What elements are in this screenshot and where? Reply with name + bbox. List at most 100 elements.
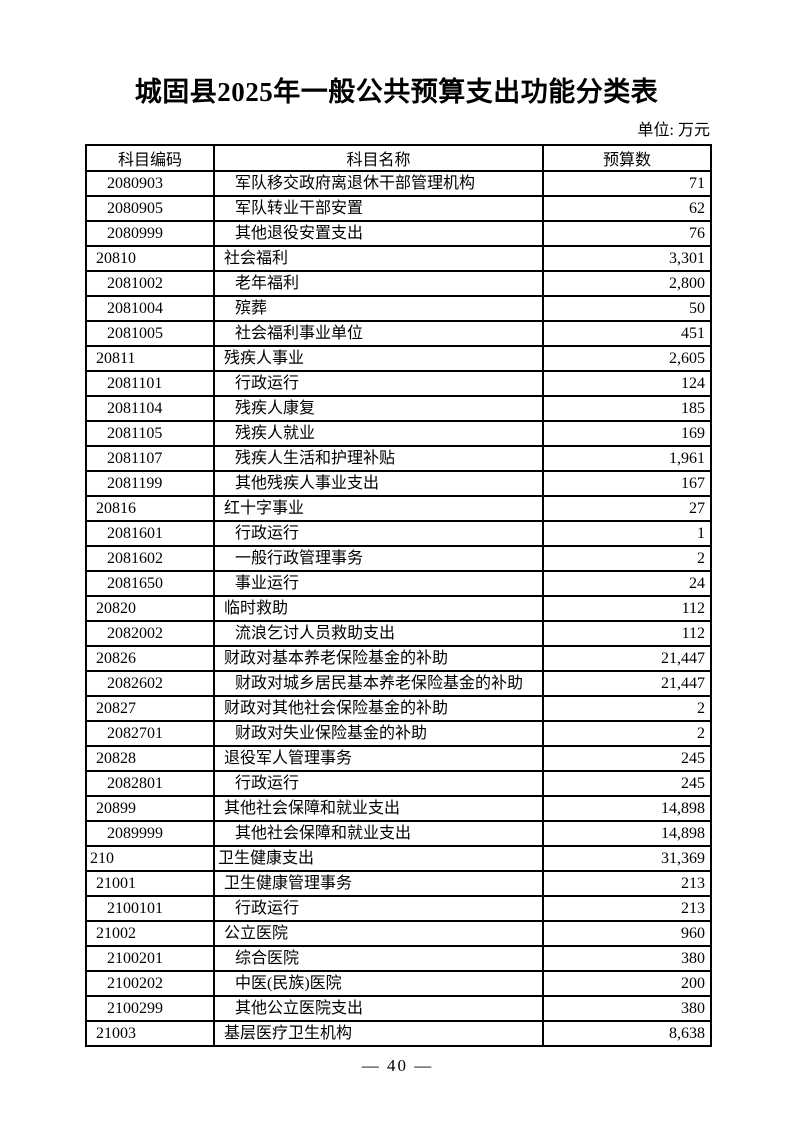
name-cell: 基层医疗卫生机构	[213, 1020, 544, 1047]
code-cell: 2081004	[85, 295, 215, 322]
value-cell: 213	[542, 870, 712, 897]
table-row: 2081650 事业运行 24	[85, 570, 712, 597]
budget-table: 科目编码 科目名称 预算数 2080903 军队移交政府离退休干部管理机构 71 20…	[85, 144, 712, 1047]
code-cell: 20811	[85, 345, 215, 372]
code-cell: 2081002	[85, 270, 215, 297]
table-row: 2081105 残疾人就业 169	[85, 420, 712, 447]
name-cell: 残疾人康复	[213, 395, 544, 422]
value-cell: 27	[542, 495, 712, 522]
code-cell: 20820	[85, 595, 215, 622]
value-cell: 2	[542, 695, 712, 722]
table-row: 20899 其他社会保障和就业支出 14,898	[85, 795, 712, 822]
name-cell: 其他社会保障和就业支出	[213, 820, 544, 847]
table-row: 2081602 一般行政管理事务 2	[85, 545, 712, 572]
unit-label: 单位: 万元	[637, 122, 710, 139]
page-title: 城固县2025年一般公共预算支出功能分类表	[134, 77, 659, 107]
name-cell: 卫生健康管理事务	[213, 870, 544, 897]
name-cell: 公立医院	[213, 920, 544, 947]
code-cell: 2089999	[85, 820, 215, 847]
value-cell: 62	[542, 195, 712, 222]
name-cell: 老年福利	[213, 270, 544, 297]
table-row: 2082801 行政运行 245	[85, 770, 712, 797]
code-cell: 2082801	[85, 770, 215, 797]
name-cell: 其他社会保障和就业支出	[213, 795, 544, 822]
code-cell: 2081602	[85, 545, 215, 572]
name-cell: 殡葬	[213, 295, 544, 322]
table-row: 2080903 军队移交政府离退休干部管理机构 71	[85, 170, 712, 197]
code-cell: 2100101	[85, 895, 215, 922]
name-cell: 其他残疾人事业支出	[213, 470, 544, 497]
code-cell: 2081199	[85, 470, 215, 497]
code-cell: 2100202	[85, 970, 215, 997]
table-row: 2082701 财政对失业保险基金的补助 2	[85, 720, 712, 747]
table-row: 21003 基层医疗卫生机构 8,638	[85, 1020, 712, 1047]
table-row: 2100202 中医(民族)医院 200	[85, 970, 712, 997]
table-row: 20828 退役军人管理事务 245	[85, 745, 712, 772]
code-cell: 21001	[85, 870, 215, 897]
value-cell: 2	[542, 545, 712, 572]
code-cell: 20810	[85, 245, 215, 272]
value-cell: 76	[542, 220, 712, 247]
name-cell: 其他退役安置支出	[213, 220, 544, 247]
value-cell: 380	[542, 945, 712, 972]
name-cell: 卫生健康支出	[213, 845, 544, 872]
code-cell: 2081005	[85, 320, 215, 347]
value-cell: 8,638	[542, 1020, 712, 1047]
name-cell: 事业运行	[213, 570, 544, 597]
value-cell: 960	[542, 920, 712, 947]
name-cell: 行政运行	[213, 895, 544, 922]
code-cell: 2081601	[85, 520, 215, 547]
value-cell: 245	[542, 745, 712, 772]
code-cell: 2081104	[85, 395, 215, 422]
table-row: 2081005 社会福利事业单位 451	[85, 320, 712, 347]
table-row: 2100101 行政运行 213	[85, 895, 712, 922]
code-cell: 20826	[85, 645, 215, 672]
value-cell: 2,800	[542, 270, 712, 297]
code-cell: 20899	[85, 795, 215, 822]
code-cell: 20816	[85, 495, 215, 522]
code-cell: 20828	[85, 745, 215, 772]
value-cell: 21,447	[542, 670, 712, 697]
code-cell: 2082701	[85, 720, 215, 747]
value-cell: 169	[542, 420, 712, 447]
col-header-name: 科目名称	[213, 144, 544, 172]
value-cell: 245	[542, 770, 712, 797]
value-cell: 124	[542, 370, 712, 397]
table-row: 2082002 流浪乞讨人员救助支出 112	[85, 620, 712, 647]
code-cell: 2100201	[85, 945, 215, 972]
name-cell: 流浪乞讨人员救助支出	[213, 620, 544, 647]
table-row: 2089999 其他社会保障和就业支出 14,898	[85, 820, 712, 847]
table-row: 21001 卫生健康管理事务 213	[85, 870, 712, 897]
table-row: 2081101 行政运行 124	[85, 370, 712, 397]
name-cell: 军队转业干部安置	[213, 195, 544, 222]
code-cell: 21002	[85, 920, 215, 947]
table-row: 20826 财政对基本养老保险基金的补助 21,447	[85, 645, 712, 672]
table-row: 2082602 财政对城乡居民基本养老保险基金的补助 21,447	[85, 670, 712, 697]
code-cell: 2080999	[85, 220, 215, 247]
value-cell: 451	[542, 320, 712, 347]
table-row: 21002 公立医院 960	[85, 920, 712, 947]
name-cell: 财政对基本养老保险基金的补助	[213, 645, 544, 672]
page-number: — 40 —	[361, 1056, 434, 1075]
code-cell: 2080905	[85, 195, 215, 222]
value-cell: 71	[542, 170, 712, 197]
name-cell: 中医(民族)医院	[213, 970, 544, 997]
table-row: 2100201 综合医院 380	[85, 945, 712, 972]
code-cell: 2082602	[85, 670, 215, 697]
value-cell: 2	[542, 720, 712, 747]
value-cell: 200	[542, 970, 712, 997]
table-row: 2081199 其他残疾人事业支出 167	[85, 470, 712, 497]
value-cell: 50	[542, 295, 712, 322]
table-row: 2080905 军队转业干部安置 62	[85, 195, 712, 222]
code-cell: 21003	[85, 1020, 215, 1047]
value-cell: 3,301	[542, 245, 712, 272]
table-row: 20810 社会福利 3,301	[85, 245, 712, 272]
value-cell: 21,447	[542, 645, 712, 672]
value-cell: 112	[542, 620, 712, 647]
code-cell: 2081101	[85, 370, 215, 397]
table-row: 20816 红十字事业 27	[85, 495, 712, 522]
name-cell: 红十字事业	[213, 495, 544, 522]
code-cell: 2082002	[85, 620, 215, 647]
value-cell: 380	[542, 995, 712, 1022]
